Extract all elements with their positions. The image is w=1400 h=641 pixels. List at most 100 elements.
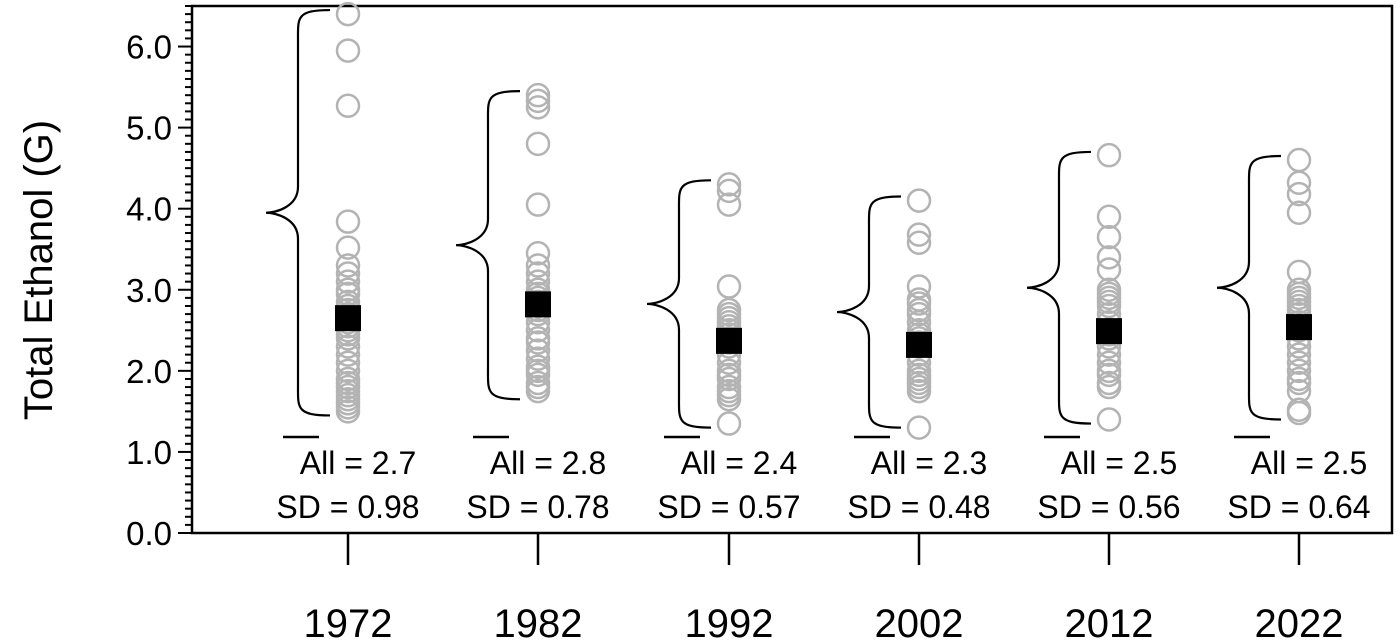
- data-point: [525, 346, 551, 371]
- group-1972: All = 2.7 SD = 0.98: [265, 1, 420, 525]
- data-point: [1096, 293, 1122, 319]
- data-point: [1286, 170, 1312, 195]
- data-point: [525, 318, 551, 343]
- data-point: [335, 235, 361, 260]
- y-tick-label: 4.0: [126, 191, 172, 228]
- y-tick-label: 0.0: [126, 515, 172, 552]
- x-tick-label: 2002: [875, 602, 964, 641]
- data-point: [525, 131, 551, 157]
- data-point: [1096, 257, 1122, 282]
- x-tick-label: 1972: [304, 602, 393, 641]
- data-point: [335, 38, 361, 63]
- data-point: [1096, 142, 1122, 168]
- data-point: [1096, 407, 1122, 432]
- sd-stat-label: SD = 0.98: [276, 489, 419, 525]
- mean-marker: [1096, 318, 1122, 345]
- data-point: [906, 378, 932, 404]
- data-point: [335, 334, 361, 359]
- data-point: [335, 399, 361, 424]
- sd-stat-label: SD = 0.64: [1227, 489, 1370, 525]
- y-axis-label: Total Ethanol (G): [17, 120, 61, 420]
- data-point: [716, 192, 742, 217]
- range-brace: [265, 8, 331, 417]
- data-point: [525, 378, 551, 404]
- data-point: [335, 350, 361, 375]
- mean-stat-label: All = 2.3: [871, 445, 988, 481]
- sd-stat-label: SD = 0.78: [466, 489, 609, 525]
- data-point: [335, 342, 361, 367]
- data-point: [525, 330, 551, 355]
- group-1982: All = 2.8 SD = 0.78: [455, 82, 610, 525]
- data-point: [335, 1, 361, 27]
- data-point: [1286, 200, 1312, 225]
- range-brace: [646, 179, 712, 429]
- data-point: [335, 253, 361, 278]
- data-point: [525, 88, 551, 114]
- data-point: [906, 188, 932, 213]
- data-point: [906, 415, 932, 440]
- x-tick-label: 1992: [685, 602, 774, 641]
- sd-stat-label: SD = 0.48: [847, 489, 990, 525]
- data-point: [716, 411, 742, 436]
- data-point: [716, 386, 742, 412]
- data-point: [525, 95, 551, 120]
- range-brace: [836, 195, 902, 429]
- data-point: [525, 192, 551, 217]
- data-point: [1096, 374, 1122, 400]
- group-1992: All = 2.4 SD = 0.57: [646, 172, 801, 525]
- data-point: [906, 301, 932, 327]
- data-point: [1286, 370, 1312, 396]
- sd-stat-label: SD = 0.57: [657, 489, 800, 525]
- data-point: [335, 281, 361, 307]
- sd-stat-label: SD = 0.56: [1037, 489, 1180, 525]
- y-tick-label: 3.0: [126, 272, 172, 309]
- data-point: [1096, 245, 1122, 270]
- mean-marker: [1286, 314, 1312, 341]
- data-point: [1286, 358, 1312, 384]
- y-tick-label: 1.0: [126, 434, 172, 471]
- data-point: [716, 172, 742, 197]
- y-axis: 0.0 1.0 2.0 3.0 4.0 5.0 6.0: [126, 5, 192, 552]
- group-2022: All = 2.5 SD = 0.64: [1216, 147, 1371, 525]
- range-brace: [1026, 150, 1092, 425]
- data-point: [335, 93, 361, 118]
- x-axis: 1972 1982 1992 2002 2012 2022: [304, 533, 1344, 641]
- y-tick-label: 6.0: [126, 29, 172, 66]
- data-point: [716, 274, 742, 299]
- data-point: [1096, 350, 1122, 375]
- x-tick-label: 2022: [1255, 602, 1344, 641]
- data-point: [525, 82, 551, 108]
- range-brace: [455, 90, 521, 401]
- mean-stat-label: All = 2.7: [300, 445, 417, 481]
- data-point: [525, 241, 551, 266]
- mean-stat-label: All = 2.5: [1251, 445, 1368, 481]
- plot-frame: [190, 4, 1394, 535]
- data-point: [906, 230, 932, 255]
- data-point: [1286, 350, 1312, 375]
- data-point: [906, 274, 932, 299]
- data-point: [525, 253, 551, 278]
- data-point: [335, 209, 361, 234]
- mean-marker: [525, 291, 551, 318]
- data-point: [335, 261, 361, 286]
- data-point: [1286, 181, 1312, 207]
- data-point: [525, 338, 551, 363]
- data-point: [525, 362, 551, 388]
- range-brace: [1216, 154, 1282, 421]
- mean-stat-label: All = 2.4: [681, 445, 798, 481]
- data-point: [906, 291, 932, 316]
- data-point: [1286, 147, 1312, 173]
- data-point: [906, 222, 932, 247]
- y-tick-label: 2.0: [126, 353, 172, 390]
- group-2002: All = 2.3 SD = 0.48: [836, 188, 991, 525]
- data-point: [335, 269, 361, 294]
- data-point: [716, 178, 742, 204]
- y-tick-label: 5.0: [126, 110, 172, 147]
- data-point: [1096, 204, 1122, 230]
- mean-marker: [716, 327, 742, 354]
- mean-marker: [335, 305, 361, 332]
- mean-stat-label: All = 2.5: [1061, 445, 1178, 481]
- data-point: [1286, 342, 1312, 367]
